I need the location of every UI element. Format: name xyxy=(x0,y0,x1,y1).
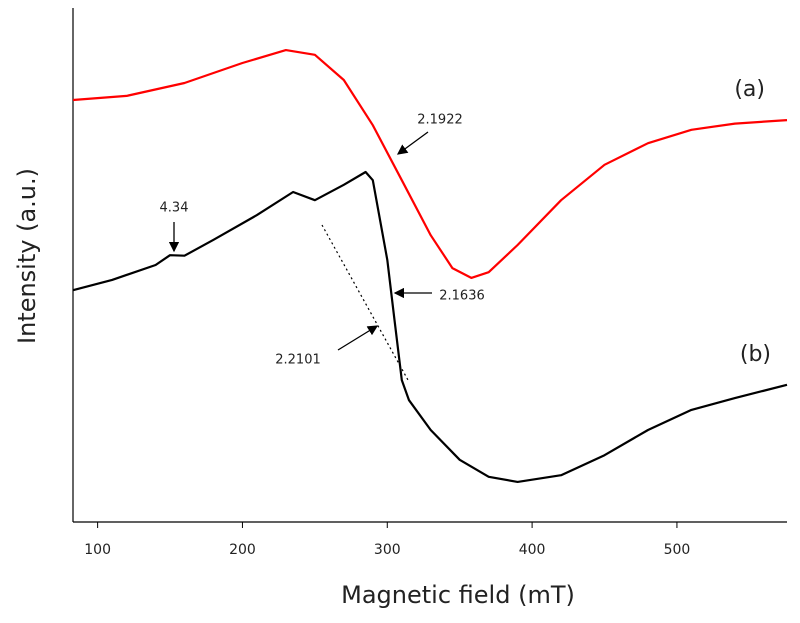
data-line xyxy=(72,170,788,483)
legend-label: (b) xyxy=(740,342,771,367)
annotation: 2.2101 xyxy=(275,353,321,368)
x-tick-label: 100 xyxy=(84,542,111,558)
x-tick-label: 300 xyxy=(374,542,401,558)
x-tick-label: 500 xyxy=(664,542,691,558)
y-axis-label: Intensity (a.u.) xyxy=(13,168,41,344)
arrow xyxy=(337,325,379,351)
legend-label: (a) xyxy=(734,77,765,102)
x-tick-label: 400 xyxy=(519,542,546,558)
tangent-line xyxy=(321,224,409,381)
annotation: 4.34 xyxy=(160,201,189,216)
x-axis-label: Magnetic field (mT) xyxy=(341,581,575,609)
annotation: 2.1922 xyxy=(417,113,463,128)
annotation: 2.1636 xyxy=(439,289,485,304)
arrow xyxy=(396,131,429,155)
x-tick-label: 200 xyxy=(229,542,256,558)
data-line xyxy=(72,49,788,279)
